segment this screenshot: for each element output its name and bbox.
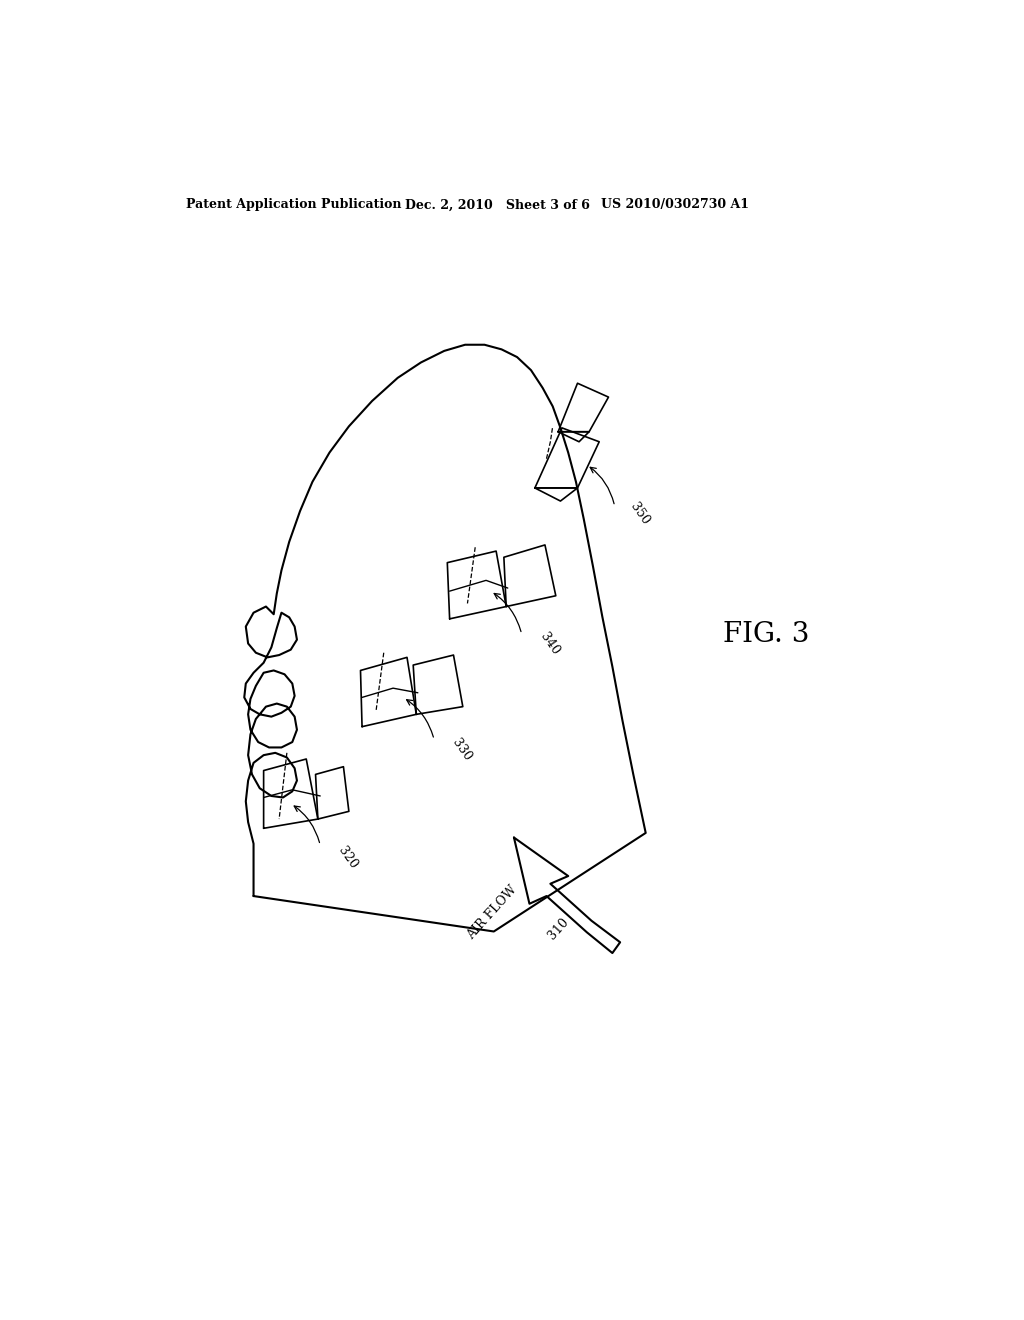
Text: Dec. 2, 2010   Sheet 3 of 6: Dec. 2, 2010 Sheet 3 of 6 bbox=[406, 198, 590, 211]
Text: AIR FLOW: AIR FLOW bbox=[465, 883, 520, 942]
Text: US 2010/0302730 A1: US 2010/0302730 A1 bbox=[601, 198, 749, 211]
Text: 320: 320 bbox=[336, 843, 360, 871]
Text: 340: 340 bbox=[538, 630, 561, 657]
Text: 310: 310 bbox=[545, 915, 571, 941]
Text: 350: 350 bbox=[628, 500, 652, 528]
Text: Patent Application Publication: Patent Application Publication bbox=[186, 198, 401, 211]
Text: 330: 330 bbox=[450, 737, 474, 763]
Text: FIG. 3: FIG. 3 bbox=[723, 620, 810, 648]
